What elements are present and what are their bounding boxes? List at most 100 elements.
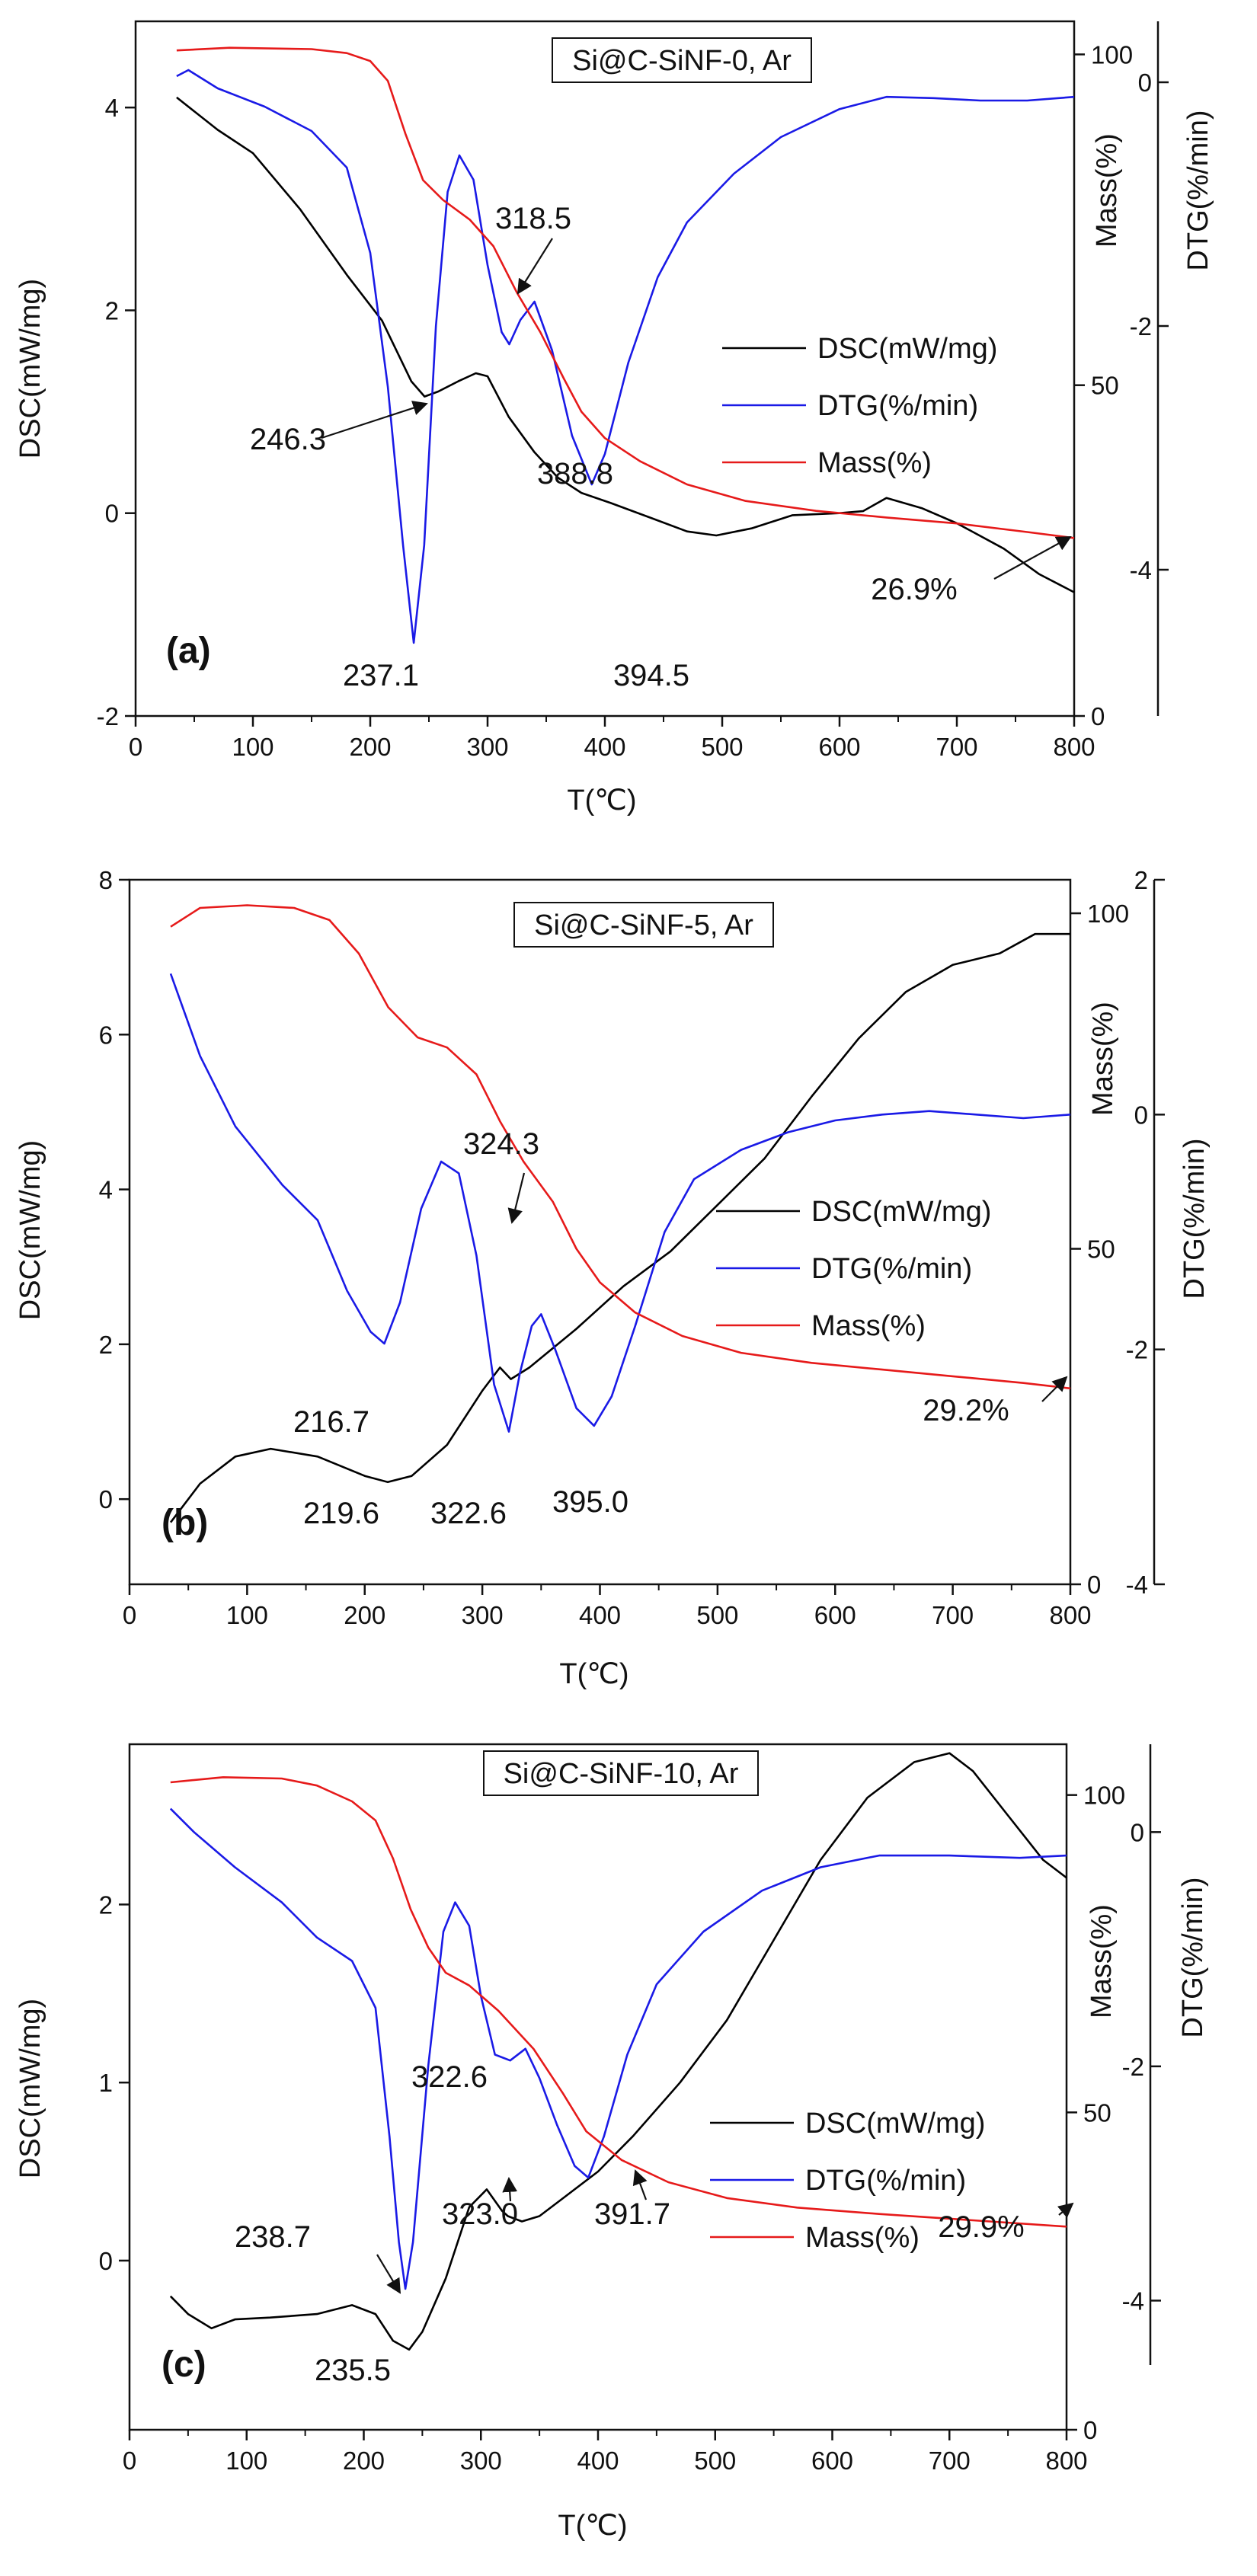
- annotation-label: 324.3: [463, 1127, 539, 1161]
- annotation-arrow: [507, 1172, 526, 1224]
- annotation-arrow: [632, 2169, 648, 2200]
- mass-tick-label: 0: [1091, 702, 1105, 730]
- x-axis-label: T(℃): [559, 1658, 628, 1690]
- dsc-tick-label: 0: [99, 2247, 113, 2275]
- x-tick-label: 200: [343, 2447, 385, 2475]
- dtg-tick-label: 0: [1134, 1101, 1148, 1129]
- mass-tick-label: 50: [1091, 372, 1119, 400]
- x-tick-label: 0: [123, 2447, 136, 2475]
- chart-panel-3: 0 100 200 300 400 500 600 700 800012050100-4-20T…: [14, 1743, 1209, 2542]
- x-tick-label: 600: [811, 2447, 853, 2475]
- annotation-arrow: [1057, 2202, 1074, 2219]
- legend-entry: DTG(%/min): [817, 390, 978, 422]
- series-line-mass: [170, 904, 1071, 1390]
- annotation-label: 238.7: [235, 2220, 311, 2254]
- plot-frame: [128, 1743, 1068, 2431]
- x-tick-label: 0: [123, 1601, 136, 1629]
- dtg-axis-label: DTG(%/min): [1177, 1877, 1209, 2037]
- dsc-axis-label: DSC(mW/mg): [14, 1999, 46, 2178]
- x-tick-label: 800: [1049, 1601, 1091, 1629]
- series-line-dtg: [176, 69, 1075, 644]
- annotation-label: 323.0: [442, 2197, 518, 2231]
- dtg-tick-label: -2: [1130, 312, 1152, 340]
- annotation-label: 235.5: [315, 2354, 391, 2387]
- annotation-arrow: [376, 2254, 401, 2294]
- dtg-tick-label: -2: [1122, 2053, 1144, 2081]
- dtg-tick-label: -2: [1126, 1336, 1148, 1364]
- dtg-tick-label: -4: [1130, 556, 1152, 584]
- x-tick-label: 600: [818, 733, 860, 761]
- dtg-axis-label: DTG(%/min): [1179, 1138, 1211, 1299]
- dtg-tick-label: -4: [1122, 2287, 1144, 2315]
- legend-entry: DSC(mW/mg): [805, 2108, 985, 2140]
- x-tick-label: 0: [129, 733, 142, 761]
- annotation-arrow: [1041, 1376, 1068, 1402]
- dsc-tick-label: 6: [99, 1021, 113, 1049]
- legend-entry: DSC(mW/mg): [817, 333, 997, 365]
- series-line-dtg: [169, 1807, 1067, 2290]
- x-tick-label: 100: [226, 1601, 268, 1629]
- legend-entry: DTG(%/min): [811, 1253, 972, 1285]
- panel-label: (c): [162, 2344, 206, 2385]
- x-tick-label: 400: [584, 733, 625, 761]
- series-line-mass: [176, 46, 1075, 539]
- x-tick-label: 300: [466, 733, 508, 761]
- series-line-dsc: [169, 932, 1070, 1523]
- mass-axis-label: Mass(%): [1091, 133, 1123, 248]
- annotation-arrow: [993, 536, 1072, 580]
- x-tick-label: 500: [701, 733, 743, 761]
- chart-title: Si@C-SiNF-0, Ar: [572, 45, 792, 77]
- annotation-label: 26.9%: [871, 573, 957, 606]
- legend-entry: Mass(%): [817, 447, 932, 479]
- x-tick-label: 100: [225, 2447, 267, 2475]
- mass-tick-label: 0: [1083, 2416, 1097, 2444]
- dtg-tick-label: 2: [1134, 866, 1148, 894]
- series-line-dsc: [169, 1752, 1067, 2351]
- annotation-label: 246.3: [250, 423, 326, 456]
- dsc-tick-label: 0: [99, 1485, 113, 1513]
- dsc-tick-label: 1: [99, 2069, 113, 2097]
- chart-title-box: [483, 1750, 759, 1796]
- dsc-tick-label: 2: [105, 296, 119, 324]
- legend-entry: DTG(%/min): [805, 2165, 966, 2197]
- series-line-mass: [170, 1776, 1067, 2228]
- annotation-label: 219.6: [303, 1497, 379, 1530]
- series-line-dsc: [176, 96, 1075, 593]
- dsc-tick-label: 2: [99, 1331, 113, 1359]
- annotation-arrow: [502, 2177, 518, 2202]
- mass-axis-label: Mass(%): [1086, 1904, 1118, 2018]
- x-tick-label: 300: [460, 2447, 502, 2475]
- x-tick-label: 700: [932, 1601, 974, 1629]
- mass-tick-label: 50: [1087, 1235, 1115, 1264]
- dsc-tick-label: 0: [105, 500, 119, 528]
- x-tick-label: 400: [579, 1601, 621, 1629]
- x-tick-label: 600: [814, 1601, 856, 1629]
- chart-title-box: [513, 902, 774, 948]
- x-tick-label: 700: [936, 733, 977, 761]
- annotation-label: 391.7: [594, 2197, 670, 2231]
- dsc-tick-label: 4: [105, 94, 119, 122]
- panel-label: (b): [162, 1503, 208, 1543]
- legend-entry: DSC(mW/mg): [811, 1196, 991, 1228]
- x-axis-label: T(℃): [567, 785, 636, 817]
- annotation-label: 318.5: [495, 202, 571, 235]
- x-tick-label: 500: [694, 2447, 736, 2475]
- annotation-label: 395.0: [552, 1485, 628, 1519]
- annotation-label: 322.6: [411, 2060, 488, 2094]
- dtg-axis-label: DTG(%/min): [1182, 110, 1214, 270]
- chart-panel-2: 0 100 200 300 400 500 600 700 80002468050100-4-2…: [14, 866, 1211, 1690]
- dtg-tick-label: 0: [1131, 1818, 1144, 1846]
- mass-tick-label: 50: [1083, 2098, 1111, 2127]
- plot-frame: [128, 878, 1072, 1586]
- dsc-axis-label: DSC(mW/mg): [14, 1140, 46, 1320]
- dtg-tick-label: 0: [1138, 69, 1152, 97]
- plot-frame: [134, 20, 1076, 718]
- annotation-label: 29.2%: [923, 1394, 1009, 1427]
- chart-panel-1: 0 100 200 300 400 500 600 700 800-2024050100-4-2…: [14, 20, 1214, 817]
- x-axis-label: T(℃): [558, 2510, 627, 2542]
- chart-title: Si@C-SiNF-5, Ar: [534, 909, 753, 941]
- x-tick-label: 800: [1045, 2447, 1087, 2475]
- x-tick-label: 100: [232, 733, 273, 761]
- x-tick-label: 800: [1053, 733, 1095, 761]
